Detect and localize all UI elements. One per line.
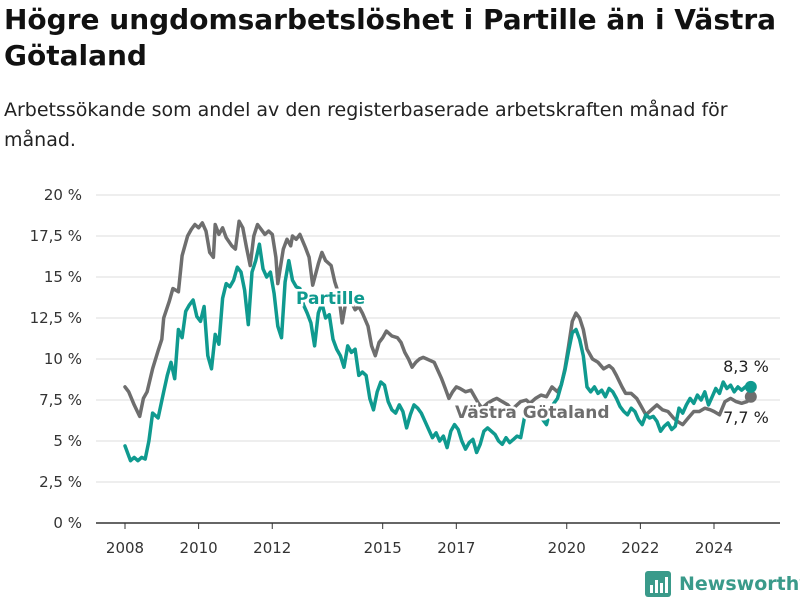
series-line-västra-götaland bbox=[123, 219, 753, 427]
x-tick-label: 2022 bbox=[621, 539, 659, 557]
end-value-label: 7,7 % bbox=[723, 408, 769, 427]
x-tick-label: 2008 bbox=[106, 539, 144, 557]
series-name-label: Partille bbox=[296, 289, 365, 309]
series-name-label: Västra Götaland bbox=[455, 403, 610, 423]
series-labels: Västra Götaland Partille 8,3 % 7,7 % bbox=[294, 287, 769, 428]
x-tick-label: 2020 bbox=[548, 539, 586, 557]
end-value-label: 8,3 % bbox=[723, 357, 769, 376]
chart-subtitle: Arbetssökande som andel av den registerb… bbox=[4, 99, 728, 151]
y-tick-label: 17,5 % bbox=[30, 227, 82, 245]
series-lines bbox=[123, 219, 757, 463]
y-tick-label: 10 % bbox=[44, 350, 82, 368]
series-end-point bbox=[744, 380, 757, 393]
x-tick-label: 2017 bbox=[437, 539, 475, 557]
y-tick-label: 0 % bbox=[53, 514, 82, 532]
y-tick-label: 20 % bbox=[44, 186, 82, 204]
chart-title: Högre ungdomsarbetslöshet i Partille än … bbox=[4, 3, 777, 72]
bar-chart-logo-icon bbox=[645, 571, 671, 597]
x-tick-label: 2012 bbox=[253, 539, 291, 557]
newsworthy-brand: Newsworthy bbox=[645, 570, 800, 598]
y-tick-label: 12,5 % bbox=[30, 309, 82, 327]
brand-name: Newsworthy bbox=[679, 573, 800, 595]
y-tick-label: 7,5 % bbox=[39, 391, 82, 409]
x-tick-label: 2015 bbox=[364, 539, 402, 557]
y-tick-label: 5 % bbox=[53, 432, 82, 450]
gridlines bbox=[96, 194, 780, 524]
x-tick-label: 2024 bbox=[695, 539, 733, 557]
y-axis: 0 % 2,5 % 5 % 7,5 % 10 % 12,5 % 15 % 17,5 % 20 % bbox=[30, 186, 82, 532]
series-line-partille bbox=[123, 242, 753, 463]
x-tick-label: 2010 bbox=[180, 539, 218, 557]
y-tick-label: 2,5 % bbox=[39, 473, 82, 491]
series-end-point bbox=[744, 390, 757, 403]
x-axis: 2008 2010 2012 2015 2017 2020 2022 2024 bbox=[106, 523, 733, 557]
y-tick-label: 15 % bbox=[44, 268, 82, 286]
